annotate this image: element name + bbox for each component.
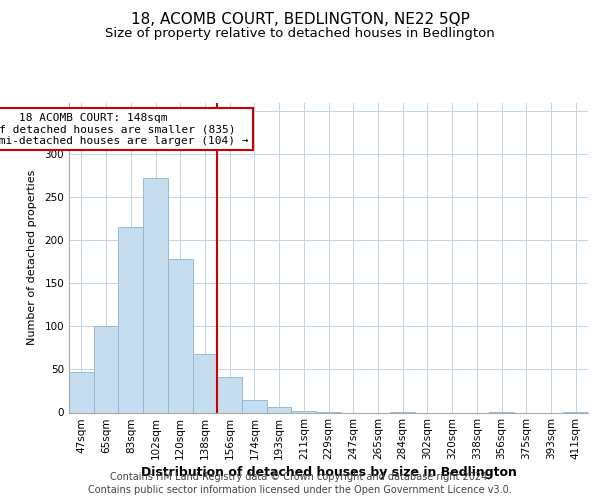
Bar bbox=[118, 228, 143, 412]
X-axis label: Distribution of detached houses by size in Bedlington: Distribution of detached houses by size … bbox=[140, 466, 517, 479]
Text: 18, ACOMB COURT, BEDLINGTON, NE22 5QP: 18, ACOMB COURT, BEDLINGTON, NE22 5QP bbox=[131, 12, 469, 28]
Bar bbox=[193, 354, 217, 412]
Text: Contains HM Land Registry data © Crown copyright and database right 2024.: Contains HM Land Registry data © Crown c… bbox=[110, 472, 490, 482]
Text: 18 ACOMB COURT: 148sqm
← 89% of detached houses are smaller (835)
11% of semi-de: 18 ACOMB COURT: 148sqm ← 89% of detached… bbox=[0, 113, 249, 146]
Bar bbox=[242, 400, 267, 412]
Bar bbox=[267, 408, 292, 412]
Bar bbox=[94, 326, 118, 412]
Text: Contains public sector information licensed under the Open Government Licence v3: Contains public sector information licen… bbox=[88, 485, 512, 495]
Y-axis label: Number of detached properties: Number of detached properties bbox=[28, 170, 37, 345]
Bar bbox=[217, 377, 242, 412]
Bar bbox=[292, 411, 316, 412]
Bar bbox=[69, 372, 94, 412]
Bar bbox=[143, 178, 168, 412]
Text: Size of property relative to detached houses in Bedlington: Size of property relative to detached ho… bbox=[105, 28, 495, 40]
Bar bbox=[168, 259, 193, 412]
